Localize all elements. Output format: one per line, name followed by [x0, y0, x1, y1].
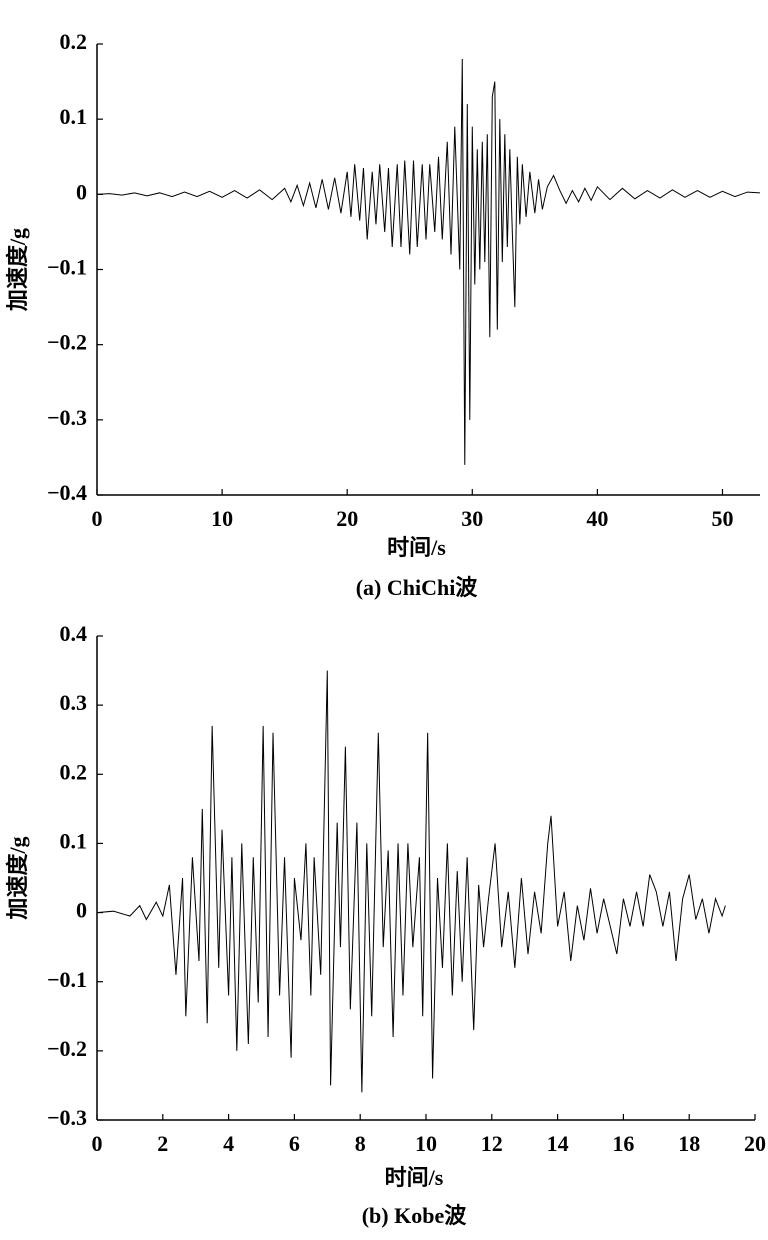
signal-line [96, 670, 726, 1093]
y-tick-label: 0.2 [60, 759, 88, 784]
x-tick-label: 14 [547, 1131, 569, 1156]
x-tick-label: 0 [92, 1131, 103, 1156]
y-tick-label: −0.4 [47, 480, 87, 505]
y-axis-label: 加速度/g [5, 836, 30, 920]
y-tick-label: 0.3 [60, 690, 88, 715]
x-axis-label: 时间/s [385, 1165, 444, 1190]
x-tick-label: 30 [461, 506, 483, 531]
y-tick-label: 0.4 [60, 621, 88, 646]
x-tick-label: 4 [223, 1131, 234, 1156]
y-tick-label: 0 [76, 179, 87, 204]
y-tick-label: 0 [76, 898, 87, 923]
x-tick-label: 20 [336, 506, 358, 531]
y-tick-label: 0.1 [60, 104, 88, 129]
x-tick-label: 40 [586, 506, 608, 531]
x-tick-label: 50 [711, 506, 733, 531]
x-axis-label: 时间/s [387, 535, 446, 560]
x-tick-label: 8 [355, 1131, 366, 1156]
x-tick-label: 20 [744, 1131, 766, 1156]
x-tick-label: 10 [211, 506, 233, 531]
y-axis-label: 加速度/g [5, 228, 30, 312]
caption: (a) ChiChi波 [356, 575, 479, 600]
y-tick-label: −0.1 [47, 255, 87, 280]
y-tick-label: −0.1 [47, 967, 87, 992]
y-tick-label: 0.1 [60, 828, 88, 853]
x-tick-label: 10 [415, 1131, 437, 1156]
signal-line [96, 59, 761, 465]
x-tick-label: 16 [612, 1131, 634, 1156]
x-tick-label: 12 [481, 1131, 503, 1156]
y-tick-label: −0.2 [47, 330, 87, 355]
caption: (b) Kobe波 [362, 1203, 468, 1228]
x-tick-label: 18 [678, 1131, 700, 1156]
x-tick-label: 6 [289, 1131, 300, 1156]
x-tick-label: 2 [157, 1131, 168, 1156]
y-tick-label: 0.2 [60, 29, 88, 54]
x-tick-label: 0 [92, 506, 103, 531]
y-tick-label: −0.3 [47, 405, 87, 430]
y-tick-label: −0.3 [47, 1105, 87, 1130]
y-tick-label: −0.2 [47, 1036, 87, 1061]
